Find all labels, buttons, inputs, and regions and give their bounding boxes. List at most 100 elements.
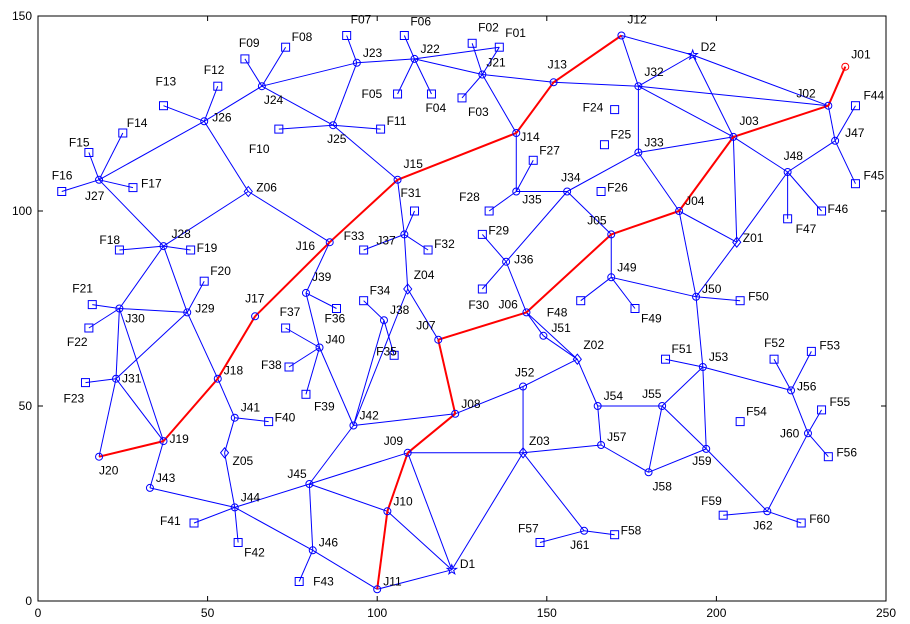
edge-J48-Z01 [736, 171, 789, 243]
marker-F08 [281, 42, 291, 52]
marker-F06 [399, 31, 409, 40]
marker-F22 [84, 323, 94, 333]
label-J30: J30 [125, 312, 145, 326]
edge-J29-F20 [186, 280, 205, 313]
edge-J22-F05 [397, 58, 415, 95]
edge-J06-J36 [505, 261, 527, 313]
label-F35: F35 [376, 344, 397, 358]
edge-J56-J60 [790, 390, 809, 434]
marker-J20 [95, 452, 104, 461]
label-J20: J20 [99, 464, 119, 478]
edge-J24-F09 [244, 58, 263, 87]
edge-J03-Z01 [732, 136, 738, 243]
edge-J21-F02 [471, 43, 483, 75]
marker-F41 [189, 518, 199, 528]
marker-F26 [596, 187, 606, 196]
marker-J34 [563, 187, 572, 196]
marker-J37 [400, 230, 409, 239]
marker-J08 [451, 409, 460, 418]
label-J23: J23 [363, 46, 383, 60]
edge-J02-J47 [827, 105, 836, 141]
marker-J18 [213, 374, 222, 383]
edge-J41-F40 [234, 417, 269, 423]
marker-F52 [769, 354, 779, 364]
marker-J23 [352, 58, 361, 67]
label-J10: J10 [393, 494, 413, 508]
edge-J32-J13 [553, 81, 639, 87]
edge-Z02-J06 [526, 312, 578, 360]
marker-F53 [806, 346, 816, 356]
label-J31: J31 [122, 372, 142, 386]
label-J12: J12 [627, 13, 647, 27]
marker-F21 [87, 300, 97, 310]
path-J02-J03 [733, 104, 829, 138]
marker-F04 [426, 89, 436, 99]
label-J18: J18 [224, 364, 244, 378]
marker-J26 [200, 117, 209, 126]
label-J28: J28 [172, 227, 192, 241]
edge-J26-F13 [163, 105, 205, 122]
edge-J21-J22 [414, 58, 483, 75]
marker-J28 [159, 242, 168, 251]
edge-J54-J57 [597, 405, 602, 446]
edge-J40-J42 [319, 347, 354, 426]
marker-J47 [831, 136, 840, 145]
marker-J09 [403, 448, 412, 457]
path-J18-J19 [162, 378, 219, 442]
marker-J61 [580, 526, 589, 535]
marker-F57 [535, 538, 545, 547]
label-F51: F51 [672, 342, 693, 356]
label-J22: J22 [421, 42, 441, 56]
marker-J05 [607, 230, 616, 239]
edge-J28-J29 [163, 245, 188, 313]
edge-J09-D1 [407, 452, 453, 570]
edge-J44-J45 [234, 483, 310, 508]
label-F21: F21 [72, 282, 93, 296]
label-F46: F46 [828, 202, 849, 216]
label-D2: D2 [701, 40, 717, 54]
marker-F31 [410, 206, 420, 216]
edge-J51-Z02 [543, 335, 578, 360]
ytick-label-50: 50 [19, 399, 33, 413]
marker-F34 [359, 296, 369, 306]
edge-Z03-D1 [451, 452, 524, 571]
edge-J37-Z04 [403, 234, 409, 290]
label-J41: J41 [241, 401, 261, 415]
ytick-label-0: 0 [25, 594, 32, 608]
label-J55: J55 [642, 387, 662, 401]
path-J17-J18 [216, 315, 256, 380]
label-F60: F60 [809, 512, 830, 526]
label-J42: J42 [359, 409, 379, 423]
edge-J27-F14 [98, 132, 124, 181]
marker-J03 [729, 132, 738, 141]
edge-J41-Z05 [224, 417, 236, 453]
label-F20: F20 [210, 264, 231, 278]
marker-J51 [539, 331, 548, 340]
label-J36: J36 [514, 253, 534, 267]
marker-J29 [183, 308, 192, 317]
marker-J40 [315, 343, 324, 352]
marker-Z01 [732, 236, 742, 249]
marker-J60 [803, 429, 812, 438]
marker-F17 [128, 183, 138, 193]
label-F44: F44 [863, 89, 884, 103]
label-J26: J26 [212, 110, 232, 124]
marker-F19 [186, 245, 196, 255]
edge-J11-D1 [377, 569, 452, 590]
path-J09-J10 [386, 452, 409, 512]
label-J61: J61 [570, 538, 590, 552]
edge-J24-F08 [261, 46, 287, 87]
marker-J62 [763, 507, 772, 516]
marker-F20 [199, 276, 209, 286]
label-F54: F54 [746, 405, 767, 419]
marker-F46 [817, 206, 827, 216]
edge-J57-J58 [600, 444, 649, 473]
label-J59: J59 [692, 454, 712, 468]
edge-Z02-J54 [576, 359, 599, 407]
edge-J38-F35 [383, 320, 395, 356]
label-J47: J47 [845, 126, 865, 140]
marker-J02 [824, 101, 833, 110]
edge-J13-J21 [482, 74, 554, 83]
label-F01: F01 [505, 26, 526, 40]
label-F26: F26 [607, 181, 628, 195]
